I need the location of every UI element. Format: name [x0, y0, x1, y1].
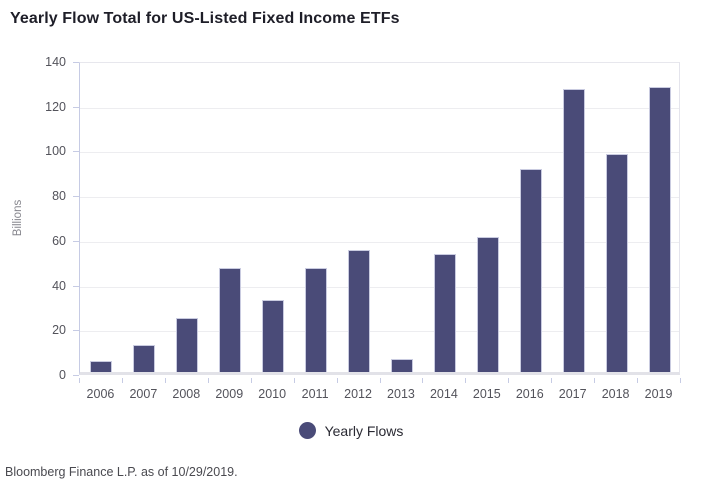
bar-2019	[648, 86, 671, 372]
bar-2014	[433, 253, 456, 372]
y-tick-label-40: 40	[52, 278, 66, 293]
bar-2007	[133, 345, 156, 372]
x-tick-mark-3	[207, 378, 209, 383]
y-tick-mark-140	[73, 62, 79, 63]
y-tick-label-100: 100	[45, 144, 66, 159]
x-tick-label-2011: 2011	[301, 387, 329, 401]
y-tick-mark-20	[73, 330, 79, 332]
y-tick-mark-120	[73, 106, 79, 108]
y-axis-title: Billions	[12, 199, 24, 237]
y-tick-mark-80	[73, 196, 79, 198]
y-tick-label-140: 140	[45, 55, 66, 69]
bar-2012	[348, 250, 371, 372]
x-tick-label-2017: 2017	[558, 387, 587, 401]
bar-2011	[305, 268, 328, 372]
legend: Yearly Flows	[0, 422, 702, 439]
x-tick-label-2013: 2013	[387, 387, 415, 401]
x-tick-label-2016: 2016	[515, 387, 544, 401]
x-tick-mark-12	[594, 378, 596, 383]
y-tick-label-60: 60	[52, 233, 66, 248]
legend-series-label: Yearly Flows	[324, 422, 404, 439]
x-tick-label-2009: 2009	[215, 387, 244, 401]
x-tick-label-2010: 2010	[258, 387, 287, 401]
x-tick-label-2006: 2006	[86, 387, 115, 401]
legend-circle-icon	[298, 422, 316, 439]
gridline-y-40	[80, 286, 679, 288]
bar-2016	[519, 168, 542, 372]
y-tick-label-120: 120	[45, 99, 66, 114]
gridline-y-80	[80, 197, 679, 199]
bar-2009	[219, 268, 242, 372]
x-tick-label-2014: 2014	[429, 387, 458, 401]
bar-2008	[176, 318, 199, 372]
x-tick-label-2015: 2015	[472, 387, 501, 401]
x-tick-mark-2	[164, 378, 166, 383]
x-tick-label-2019: 2019	[644, 387, 673, 401]
x-tick-mark-14	[680, 378, 681, 383]
x-tick-mark-10	[508, 378, 510, 383]
x-tick-mark-13	[637, 378, 639, 383]
x-tick-mark-8	[422, 378, 424, 383]
bar-2018	[605, 154, 628, 372]
y-tick-mark-100	[73, 151, 79, 153]
x-tick-mark-11	[551, 378, 553, 383]
y-tick-label-20: 20	[52, 323, 66, 338]
bar-2017	[562, 89, 585, 372]
x-tick-mark-0	[79, 378, 80, 383]
x-tick-label-2012: 2012	[344, 387, 372, 401]
x-tick-mark-4	[250, 378, 252, 383]
y-tick-mark-40	[73, 285, 79, 287]
y-tick-mark-0	[73, 375, 79, 376]
source-attribution: Bloomberg Finance L.P. as of 10/29/2019.	[5, 465, 238, 479]
x-tick-label-2008: 2008	[172, 387, 201, 401]
y-tick-label-0: 0	[59, 368, 66, 382]
bar-2010	[262, 300, 285, 372]
gridline-y-60	[80, 241, 679, 243]
gridline-y-120	[80, 107, 679, 109]
gridline-y-100	[80, 152, 679, 154]
bar-2006	[90, 360, 113, 372]
x-tick-mark-9	[465, 378, 467, 383]
page-title: Yearly Flow Total for US-Listed Fixed In…	[10, 10, 400, 27]
bar-2013	[390, 358, 413, 372]
x-tick-label-2007: 2007	[129, 387, 158, 401]
y-tick-mark-60	[73, 240, 79, 242]
plot-area	[79, 62, 680, 375]
gridline-y-20	[80, 331, 679, 333]
x-tick-mark-6	[336, 378, 338, 383]
x-tick-label-2018: 2018	[601, 387, 630, 401]
bar-2015	[476, 236, 499, 372]
x-tick-mark-7	[379, 378, 381, 383]
x-tick-mark-5	[293, 378, 295, 383]
x-tick-mark-1	[121, 378, 123, 383]
y-tick-label-80: 80	[52, 189, 66, 204]
